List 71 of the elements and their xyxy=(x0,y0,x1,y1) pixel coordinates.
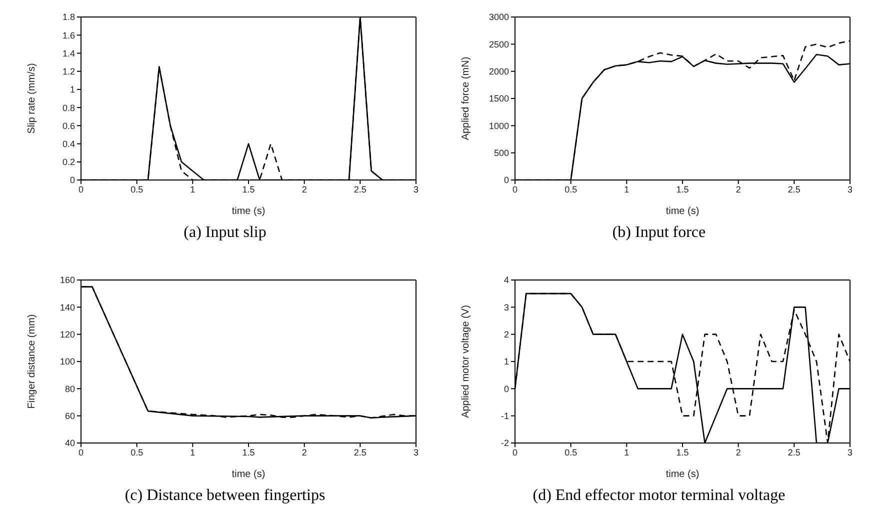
y-tick-label: 100 xyxy=(60,356,75,367)
y-tick-label: 1.6 xyxy=(62,30,75,40)
x-tick-label: 0.5 xyxy=(564,184,578,194)
x-tick-label: 0.5 xyxy=(130,184,144,194)
y-tick-label: 0 xyxy=(504,175,509,186)
y-tick-label: 0 xyxy=(70,175,75,186)
x-tick-label: 2 xyxy=(736,184,741,194)
y-tick-label: 0.4 xyxy=(62,138,75,149)
x-tick-label: 3 xyxy=(413,184,419,194)
y-tick-label: 1.8 xyxy=(62,12,75,22)
y-tick-label: 2000 xyxy=(488,66,509,77)
x-tick-label: 1 xyxy=(624,184,630,194)
x-tick-label: 2 xyxy=(302,447,307,458)
x-axis-title: time (s) xyxy=(232,469,266,480)
x-tick-label: 1 xyxy=(624,447,630,458)
x-tick-label: 0 xyxy=(78,447,84,458)
y-tick-label: 1.4 xyxy=(62,48,75,58)
x-tick-label: 2 xyxy=(736,447,741,458)
y-tick-label: 500 xyxy=(494,148,509,158)
x-tick-label: 2.5 xyxy=(354,447,366,458)
x-tick-label: 2 xyxy=(302,184,307,194)
x-tick-label: 0.5 xyxy=(564,447,578,458)
x-tick-label: 0 xyxy=(78,184,84,194)
y-axis-title: Applied motor voltage (V) xyxy=(460,305,472,418)
x-tick-label: 1 xyxy=(190,184,196,194)
y-tick-label: -2 xyxy=(500,438,509,448)
y-tick-label: 4 xyxy=(504,275,509,286)
x-tick-label: 1.5 xyxy=(676,447,689,458)
y-tick-label: 3 xyxy=(504,302,509,312)
y-tick-label: 60 xyxy=(64,411,75,422)
y-axis-title: Finger distance (mm) xyxy=(26,314,38,409)
text: (b) Input force xyxy=(612,224,706,242)
x-tick-label: 2.5 xyxy=(354,184,366,194)
y-tick-label: 160 xyxy=(60,275,75,286)
x-tick-label: 1.5 xyxy=(242,447,255,458)
y-tick-label: 0.6 xyxy=(62,120,75,131)
y-tick-label: 0 xyxy=(504,384,509,394)
x-tick-label: 0 xyxy=(512,184,518,194)
y-tick-label: 80 xyxy=(64,384,75,394)
x-tick-label: 0.5 xyxy=(130,447,144,458)
y-tick-label: 1 xyxy=(504,356,509,367)
x-axis-title: time (s) xyxy=(666,206,700,217)
y-tick-label: 2 xyxy=(504,330,509,340)
y-tick-label: 1500 xyxy=(488,94,509,104)
x-tick-label: 2.5 xyxy=(788,184,800,194)
y-tick-label: 0.2 xyxy=(62,157,75,168)
x-tick-label: 3 xyxy=(847,447,853,458)
x-axis-title: time (s) xyxy=(232,206,266,217)
y-tick-label: -1 xyxy=(500,411,509,422)
text: (a) Input slip xyxy=(184,224,266,242)
x-tick-label: 3 xyxy=(413,447,419,458)
y-tick-label: 140 xyxy=(60,302,75,312)
y-tick-label: 1.2 xyxy=(62,66,75,77)
y-tick-label: 1 xyxy=(70,84,75,95)
y-tick-label: 120 xyxy=(60,330,75,340)
text: (d) End effector motor terminal voltage xyxy=(532,487,786,505)
x-axis-title: time (s) xyxy=(666,469,700,480)
x-tick-label: 1.5 xyxy=(676,184,689,194)
y-tick-label: 40 xyxy=(64,438,75,448)
y-axis-title: Slip rate (mm/s) xyxy=(26,63,38,134)
x-tick-label: 1 xyxy=(190,447,196,458)
y-tick-label: 0.8 xyxy=(62,102,75,113)
x-tick-label: 1.5 xyxy=(242,184,255,194)
y-tick-label: 2500 xyxy=(488,39,509,50)
y-axis-title: Applied force (mN) xyxy=(460,56,472,140)
y-tick-label: 1000 xyxy=(488,120,509,131)
x-tick-label: 3 xyxy=(847,184,853,194)
y-tick-label: 3000 xyxy=(488,12,509,22)
x-tick-label: 2.5 xyxy=(788,447,800,458)
text: (c) Distance between fingertips xyxy=(124,487,326,505)
x-tick-label: 0 xyxy=(512,447,518,458)
